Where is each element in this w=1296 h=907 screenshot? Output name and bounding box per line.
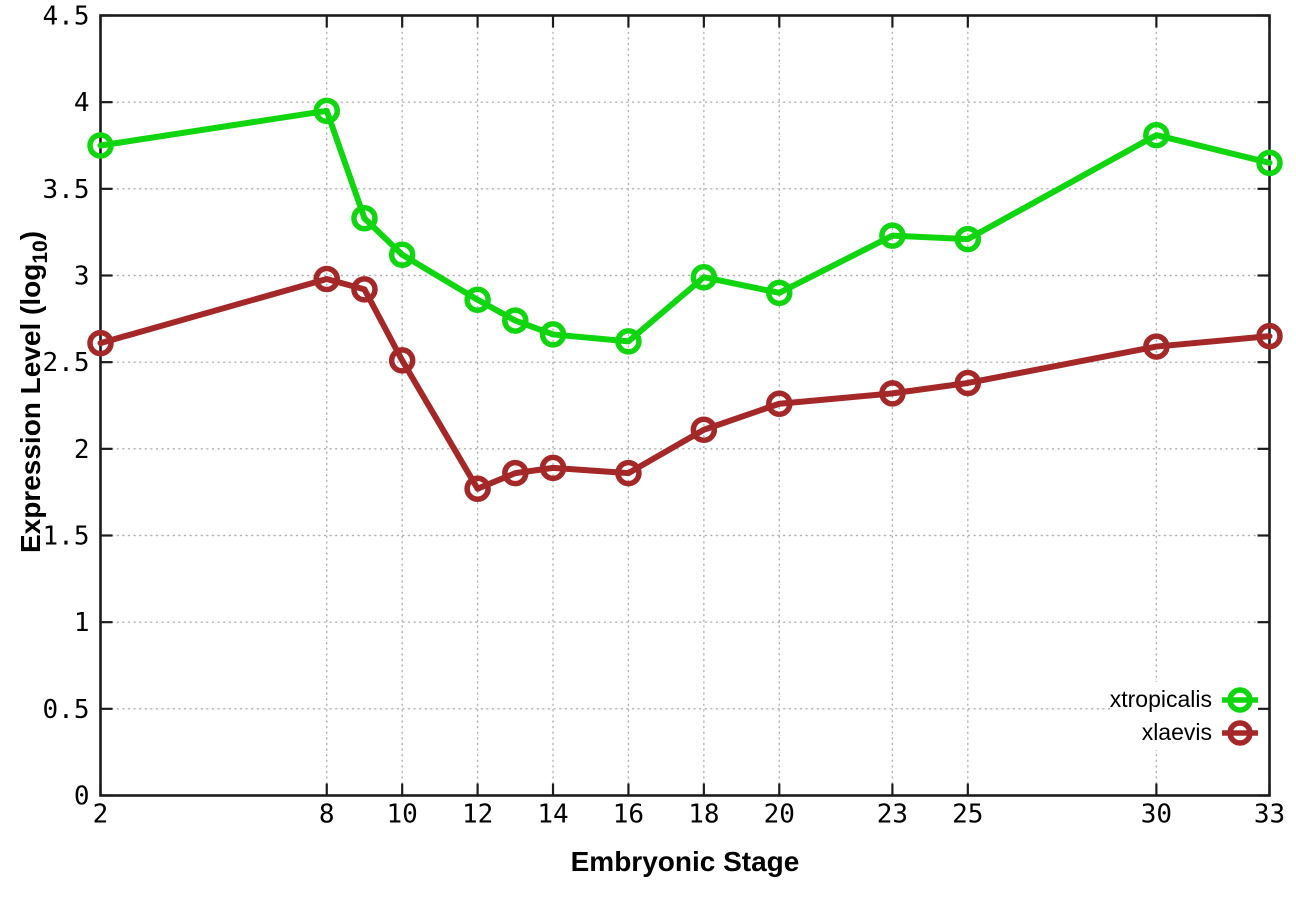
data-point-xtropicalis xyxy=(464,286,491,314)
y-axis-title-subscript: 10 xyxy=(28,240,52,264)
data-point-xtropicalis xyxy=(502,307,529,334)
y-tick-label: 4 xyxy=(74,88,90,118)
legend-entry-xlaevis: xlaevis xyxy=(1110,716,1258,749)
data-point-xlaevis xyxy=(87,329,114,357)
data-point-xtropicalis xyxy=(1256,149,1283,177)
data-point-xtropicalis xyxy=(615,328,642,355)
y-axis-title-suffix: ) xyxy=(15,230,47,241)
data-point-xtropicalis xyxy=(879,222,906,249)
x-tick-label: 18 xyxy=(688,800,719,830)
data-point-xlaevis xyxy=(539,454,567,482)
data-point-xlaevis xyxy=(1143,333,1170,360)
data-point-xtropicalis xyxy=(351,205,378,232)
legend-entry-xtropicalis: xtropicalis xyxy=(1110,683,1258,716)
legend-label-xlaevis: xlaevis xyxy=(1141,719,1212,745)
y-tick-label: 0 xyxy=(74,782,90,812)
legend-marker-open-circle-icon xyxy=(1222,719,1258,746)
y-tick-label: 1 xyxy=(74,608,90,638)
y-tick-label: 1.5 xyxy=(43,522,90,552)
data-point-xlaevis xyxy=(615,459,642,487)
legend: xtropicalis xlaevis xyxy=(1109,682,1258,750)
data-point-xtropicalis xyxy=(690,263,718,291)
data-point-xtropicalis xyxy=(766,279,793,307)
x-tick-label: 10 xyxy=(387,800,418,830)
data-point-xtropicalis xyxy=(388,241,416,268)
y-tick-label: 2.5 xyxy=(43,348,90,378)
plot-border xyxy=(99,14,1271,797)
data-point-xlaevis xyxy=(464,475,491,502)
series-xlaevis xyxy=(87,265,1283,502)
x-tick-label: 30 xyxy=(1141,800,1172,830)
series-xtropicalis xyxy=(87,97,1283,355)
data-point-xtropicalis xyxy=(1143,121,1170,149)
y-tick-label: 4.5 xyxy=(43,2,90,32)
y-tick-label: 3.5 xyxy=(43,175,90,205)
y-tick-label: 3 xyxy=(74,262,90,292)
series-line-xlaevis xyxy=(97,275,1273,492)
data-point-xlaevis xyxy=(313,265,341,293)
data-point-xlaevis xyxy=(954,369,982,397)
x-tick-label: 20 xyxy=(764,800,795,830)
y-axis-title-text: Expression Level (log xyxy=(15,263,47,554)
x-tick-label: 23 xyxy=(877,800,908,830)
series-line-xtropicalis xyxy=(97,107,1273,345)
x-tick-label: 14 xyxy=(537,800,568,830)
data-point-xtropicalis xyxy=(87,132,114,159)
data-point-xlaevis xyxy=(766,390,793,418)
x-axis-title: Embryonic Stage xyxy=(570,846,800,877)
data-point-xlaevis xyxy=(690,416,718,444)
y-tick-label: 2 xyxy=(74,435,90,465)
data-point-xlaevis xyxy=(351,276,378,303)
x-tick-label: 12 xyxy=(462,800,493,830)
x-tick-label: 16 xyxy=(613,800,644,830)
y-axis-title: Expression Level (log10) xyxy=(15,231,53,553)
data-point-xlaevis xyxy=(1256,322,1283,350)
data-point-xlaevis xyxy=(502,459,529,487)
legend-label-xtropicalis: xtropicalis xyxy=(1109,686,1212,712)
y-tick-label: 0.5 xyxy=(43,695,90,725)
x-tick-label: 8 xyxy=(319,800,335,830)
data-point-xtropicalis xyxy=(539,321,567,348)
data-point-xlaevis xyxy=(879,380,906,407)
x-tick-label: 33 xyxy=(1254,800,1285,830)
data-point-xtropicalis xyxy=(313,97,341,125)
data-point-xlaevis xyxy=(388,347,416,374)
x-tick-label: 25 xyxy=(952,800,983,830)
data-point-xtropicalis xyxy=(954,225,982,253)
legend-marker-open-circle-icon xyxy=(1222,686,1258,713)
x-tick-label: 2 xyxy=(93,800,109,830)
